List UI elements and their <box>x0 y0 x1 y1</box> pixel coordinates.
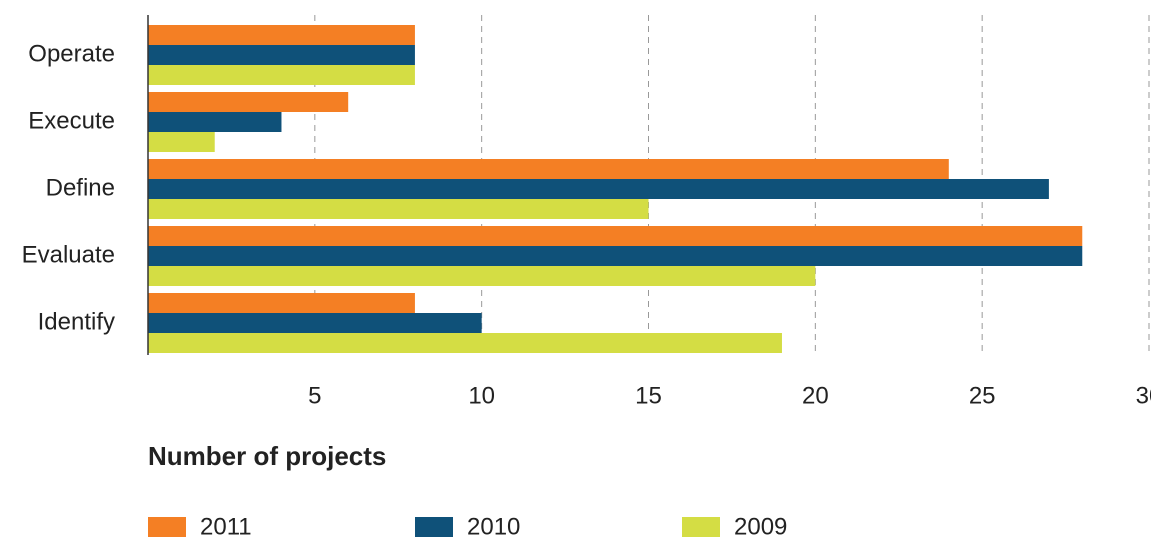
bar <box>148 293 415 313</box>
bar <box>148 92 349 112</box>
bar <box>148 45 415 65</box>
y-tick-label: Identify <box>38 308 115 335</box>
bar <box>148 25 415 45</box>
legend-swatch <box>415 517 453 537</box>
x-axis-title: Number of projects <box>148 441 386 471</box>
legend-label: 2011 <box>200 513 252 539</box>
x-tick-label: 20 <box>802 382 829 409</box>
x-tick-label: 10 <box>468 382 495 409</box>
y-tick-label: Operate <box>28 40 115 67</box>
legend-swatch <box>148 517 186 537</box>
x-tick-label: 30 <box>1136 382 1151 409</box>
y-tick-label: Execute <box>28 107 115 134</box>
bar <box>148 246 1083 266</box>
bar <box>148 333 782 353</box>
bar <box>148 199 649 219</box>
y-tick-label: Define <box>46 174 115 201</box>
x-tick-label: 25 <box>969 382 996 409</box>
bar <box>148 179 1049 199</box>
bar <box>148 132 215 152</box>
legend-label: 2010 <box>467 513 520 539</box>
bar <box>148 112 282 132</box>
legend-label: 2009 <box>734 513 787 539</box>
bar <box>148 266 816 286</box>
bar <box>148 313 482 333</box>
bar <box>148 226 1083 246</box>
bar <box>148 159 949 179</box>
legend-swatch <box>682 517 720 537</box>
bar <box>148 65 415 85</box>
x-tick-label: 5 <box>308 382 321 409</box>
x-tick-label: 15 <box>635 382 662 409</box>
y-tick-label: Evaluate <box>22 241 115 268</box>
